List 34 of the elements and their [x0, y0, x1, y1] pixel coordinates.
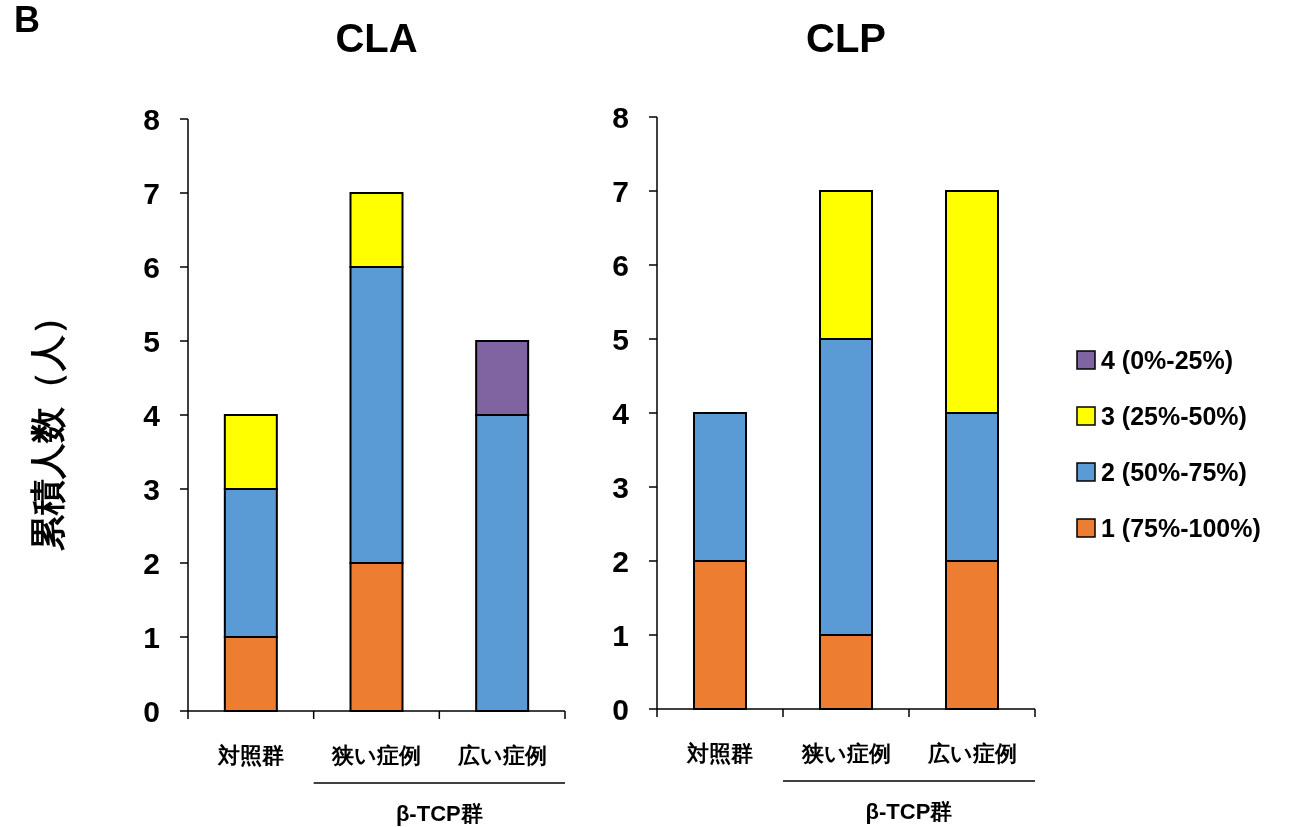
chart-title: CLA [335, 16, 418, 60]
x-tick-label: 対照群 [686, 741, 753, 766]
y-tick-label: 6 [612, 249, 629, 282]
y-tick-label: 7 [143, 177, 160, 210]
x-tick-label: 広い症例 [456, 743, 547, 768]
legend-label: 4 (0%-25%) [1101, 346, 1233, 374]
x-tick-label: 広い症例 [926, 741, 1017, 766]
y-tick-label: 3 [143, 473, 160, 506]
y-axis-title: 累積人数（人） [27, 299, 68, 551]
y-tick-label: 2 [612, 545, 629, 578]
y-tick-label: 0 [612, 693, 629, 726]
legend-label: 2 (50%-75%) [1101, 458, 1247, 486]
y-tick-label: 5 [612, 323, 629, 356]
x-tick-label: 狭い症例 [331, 743, 421, 768]
y-tick-label: 6 [143, 251, 160, 284]
x-tick-label: 対照群 [216, 743, 284, 768]
y-tick-label: 4 [143, 399, 161, 432]
y-tick-label: 5 [143, 325, 160, 358]
y-tick-label: 4 [612, 397, 630, 430]
y-tick-label: 8 [612, 101, 629, 134]
legend-label: 3 (25%-50%) [1101, 402, 1247, 430]
text: β-TCP群 [865, 799, 953, 824]
text: B [14, 0, 40, 40]
y-tick-label: 8 [143, 103, 160, 136]
y-tick-label: 2 [143, 547, 160, 580]
y-tick-label: 3 [612, 471, 629, 504]
y-tick-label: 0 [143, 695, 160, 728]
y-tick-label: 1 [143, 621, 160, 654]
text: β-TCP群 [395, 801, 483, 826]
y-tick-label: 7 [612, 175, 629, 208]
chart-title: CLP [806, 16, 886, 60]
y-tick-label: 1 [612, 619, 629, 652]
x-tick-label: 狭い症例 [800, 741, 891, 766]
legend-label: 1 (75%-100%) [1101, 514, 1261, 542]
